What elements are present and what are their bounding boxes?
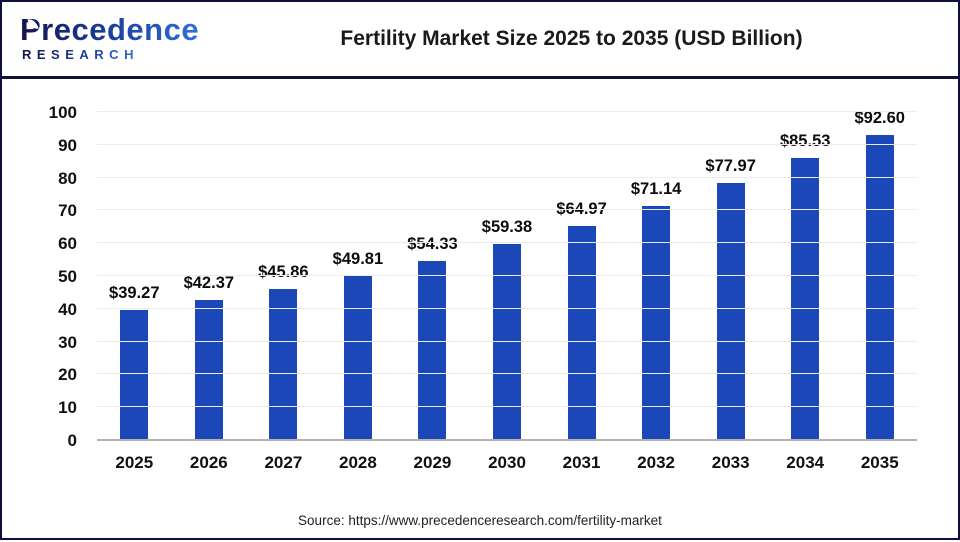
bar-value-label: $49.81 — [332, 249, 384, 268]
bar-value-label: $39.27 — [109, 284, 160, 303]
y-tick-label: 80 — [58, 168, 77, 188]
bar-value-label: $77.97 — [705, 157, 756, 176]
bar-2027 — [269, 288, 298, 439]
bar-value-label: $64.97 — [556, 199, 607, 218]
bar-2025 — [120, 310, 149, 439]
bar-slot: $42.37 — [172, 113, 247, 439]
gridline — [97, 143, 917, 145]
bar-value-label: $42.37 — [183, 274, 235, 293]
plot-area: $39.27 $42.37 $45.86 $49.81 $54.33 $59.38 $64.… — [97, 109, 917, 441]
x-axis-labels: 2025 2026 2027 2028 2029 2030 2031 2032 2033 2034… — [97, 453, 917, 473]
bar-2029 — [418, 260, 447, 439]
y-tick-label: 40 — [58, 299, 77, 319]
x-tick-label: 2029 — [413, 453, 452, 472]
bar-slot: $85.53 — [768, 113, 843, 439]
source-text: Source: https://www.precedenceresearch.c… — [298, 513, 662, 528]
bar-slot: $64.97 — [544, 113, 619, 439]
gridline — [97, 242, 917, 244]
bar-2031 — [567, 225, 596, 439]
x-tick-label: 2034 — [786, 453, 825, 472]
gridline — [97, 307, 917, 309]
x-tick-label: 2027 — [264, 453, 303, 472]
y-tick-label: 90 — [58, 135, 77, 155]
y-tick-label: 0 — [67, 431, 77, 450]
x-tick-label: 2025 — [115, 453, 154, 472]
x-tick-label: 2030 — [488, 453, 526, 472]
gridline — [97, 209, 917, 211]
bar-2026 — [194, 300, 223, 439]
bar-value-label: $92.60 — [854, 109, 905, 128]
bar-value-label: $59.38 — [481, 218, 533, 237]
page-title: Fertility Market Size 2025 to 2035 (USD … — [340, 27, 803, 50]
bar-2032 — [642, 205, 671, 439]
bar-2035 — [865, 135, 894, 439]
y-tick-label: 50 — [58, 267, 77, 286]
bars-container: $39.27 $42.37 $45.86 $49.81 $54.33 $59.38 $64.… — [97, 109, 917, 439]
bar-value-label: $54.33 — [407, 234, 458, 253]
bar-2030 — [493, 244, 521, 439]
gridline — [97, 340, 917, 342]
bar-slot: $92.60 — [842, 109, 917, 439]
y-tick-label: 60 — [58, 234, 77, 254]
x-tick-label: 2026 — [189, 453, 228, 472]
logo-wordmark: Precedence — [20, 12, 200, 47]
y-tick-label: 20 — [58, 365, 77, 385]
bar-slot: $49.81 — [321, 113, 396, 439]
logo-subtitle: RESEARCH — [22, 47, 139, 62]
bar-slot: $71.14 — [619, 113, 694, 439]
x-tick-label: 2031 — [562, 453, 601, 472]
header: Precedence RESEARCH Fertility Market Siz… — [2, 2, 958, 79]
bar-slot: $45.86 — [246, 113, 321, 439]
y-tick-label: 70 — [58, 201, 77, 221]
x-tick-label: 2028 — [339, 453, 377, 472]
gridline — [97, 275, 917, 276]
gridline — [97, 373, 917, 375]
y-tick-label: 30 — [58, 332, 77, 352]
y-tick-label: 100 — [48, 103, 77, 122]
x-tick-label: 2033 — [711, 453, 750, 472]
bar-value-label: $71.14 — [630, 179, 682, 198]
bar-2034 — [791, 158, 820, 439]
title-container: Fertility Market Size 2025 to 2035 (USD … — [205, 27, 958, 51]
bar-value-label: $85.53 — [779, 132, 831, 151]
bar-2033 — [716, 183, 745, 439]
bar-slot: $59.38 — [470, 113, 545, 439]
x-tick-label: 2032 — [637, 453, 676, 472]
precedence-research-logo: Precedence RESEARCH — [20, 14, 205, 64]
bar-slot: $77.97 — [693, 113, 768, 439]
bar-2028 — [343, 275, 372, 439]
bar-value-label: $45.86 — [258, 262, 309, 281]
y-axis-labels: 0 10 20 30 40 50 60 70 80 90 100 — [32, 2, 87, 542]
gridline — [97, 406, 917, 408]
bar-slot: $39.27 — [97, 113, 172, 439]
gridline — [97, 176, 917, 178]
gridline — [97, 111, 917, 112]
x-tick-label: 2035 — [860, 453, 899, 472]
y-tick-label: 10 — [58, 398, 77, 418]
bar-slot: $54.33 — [395, 113, 470, 439]
